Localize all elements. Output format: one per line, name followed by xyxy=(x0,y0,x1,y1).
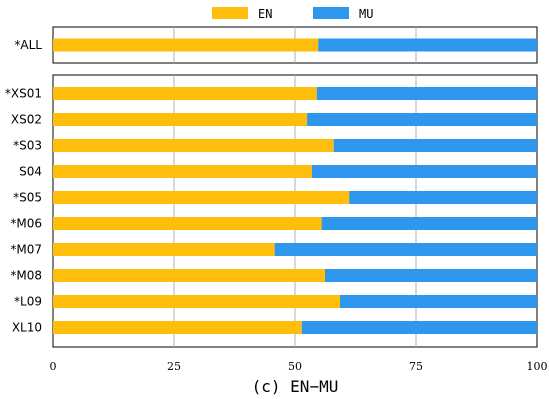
x-tick-label-50: 50 xyxy=(288,360,302,373)
category-label-1: XS02 xyxy=(11,113,42,127)
bar-en-8 xyxy=(53,295,341,308)
bar-mu-6 xyxy=(274,243,537,256)
category-label-8: *L09 xyxy=(14,295,42,309)
bar-en-0 xyxy=(53,87,317,100)
chart-caption: (c) EN−MU xyxy=(252,377,339,396)
bar-en-7 xyxy=(53,269,326,282)
bar-en-9 xyxy=(53,321,302,334)
bar-mu-2 xyxy=(333,139,537,152)
legend-label-en: EN xyxy=(258,7,272,21)
x-tick-label-75: 75 xyxy=(409,360,423,373)
category-label-7: *M08 xyxy=(10,269,42,283)
bar-en-1 xyxy=(53,113,308,126)
x-tick-label-0: 0 xyxy=(50,360,57,373)
bar-en-2 xyxy=(53,139,334,152)
category-label-2: *S03 xyxy=(13,139,42,153)
x-tick-label-100: 100 xyxy=(527,360,548,373)
bar-mu-9 xyxy=(301,321,537,334)
bar-mu-4 xyxy=(349,191,537,204)
bars xyxy=(53,38,537,334)
bar-en-4 xyxy=(53,191,350,204)
category-label-6: *M07 xyxy=(10,243,42,257)
category-label-5: *M06 xyxy=(10,217,42,231)
legend: EN MU xyxy=(212,7,373,21)
category-label-all: *ALL xyxy=(14,38,42,52)
bar-en-all xyxy=(53,38,319,52)
x-tick-label-25: 25 xyxy=(167,360,181,373)
bar-mu-all xyxy=(318,38,537,52)
category-label-9: XL10 xyxy=(12,321,42,335)
bar-mu-3 xyxy=(311,165,537,178)
x-axis-ticks: 0 25 50 75 100 xyxy=(50,360,548,373)
bar-mu-8 xyxy=(340,295,537,308)
legend-swatch-en xyxy=(212,7,248,19)
bar-mu-1 xyxy=(307,113,537,126)
category-labels: *ALL *XS01 XS02 *S03 S04 *S05 *M06 *M07 *M08 *L09… xyxy=(5,38,42,335)
legend-label-mu: MU xyxy=(359,7,373,21)
category-label-0: *XS01 xyxy=(5,87,42,101)
category-label-4: *S05 xyxy=(13,191,42,205)
bar-en-3 xyxy=(53,165,312,178)
bar-en-6 xyxy=(53,243,275,256)
bar-mu-7 xyxy=(325,269,537,282)
legend-swatch-mu xyxy=(313,7,349,19)
category-label-3: S04 xyxy=(19,165,42,179)
bar-mu-5 xyxy=(321,217,537,230)
bar-en-5 xyxy=(53,217,322,230)
bar-mu-0 xyxy=(316,87,537,100)
